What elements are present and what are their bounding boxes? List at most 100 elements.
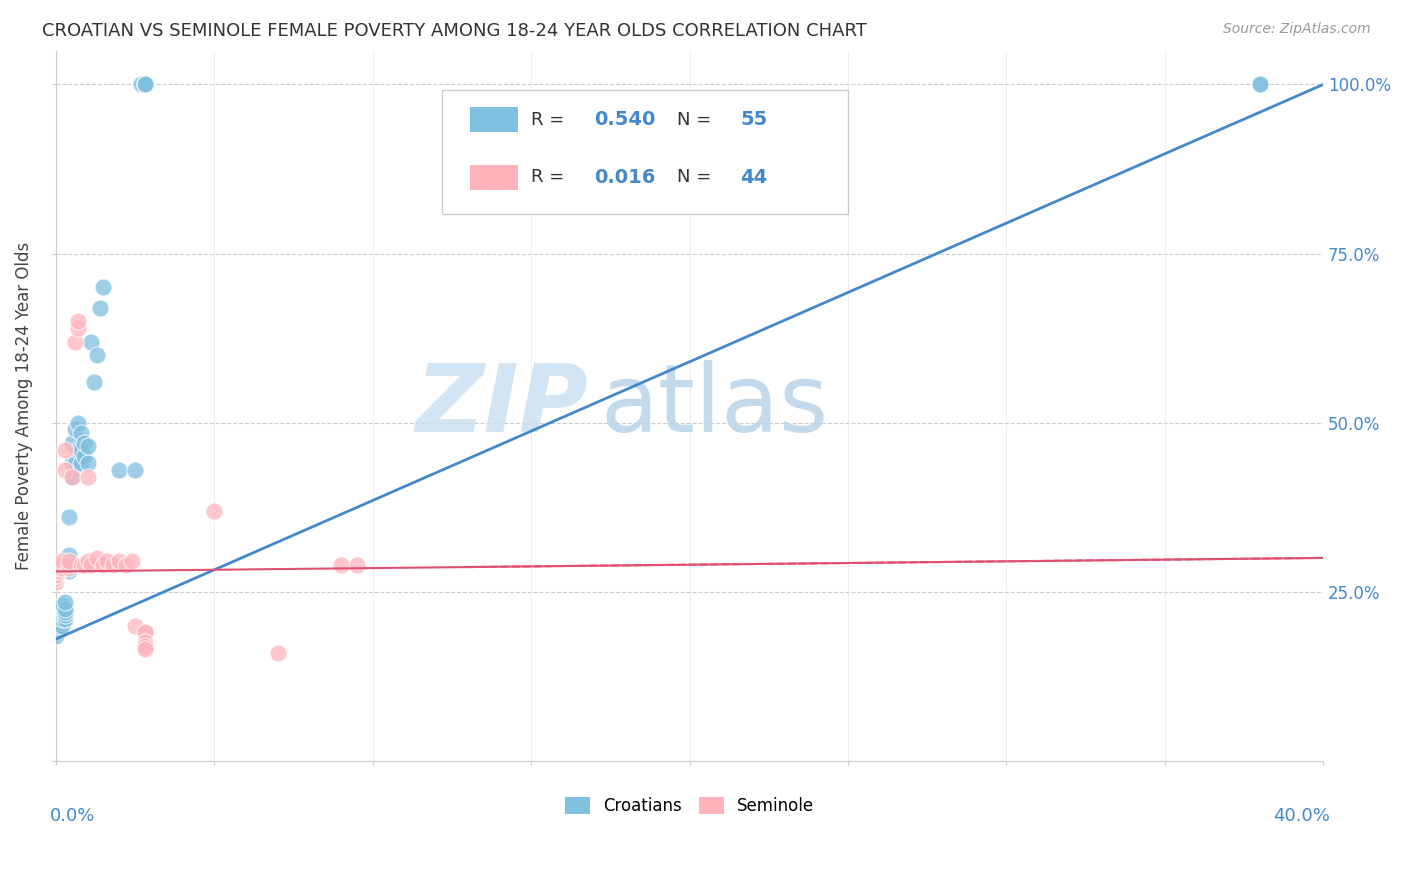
- Point: [76, 456, 98, 470]
- Point: [48, 558, 70, 572]
- Text: 55: 55: [740, 110, 768, 129]
- Point: [55, 605, 77, 619]
- Point: [48, 612, 70, 626]
- Text: R =: R =: [531, 111, 569, 128]
- FancyBboxPatch shape: [443, 90, 848, 214]
- Point: [86, 550, 108, 565]
- Point: [76, 554, 98, 568]
- Point: [67, 442, 90, 457]
- Point: [45, 622, 67, 636]
- Point: [134, 635, 156, 649]
- Point: [330, 558, 353, 572]
- Point: [51, 561, 73, 575]
- FancyBboxPatch shape: [470, 108, 519, 132]
- Point: [48, 608, 70, 623]
- Point: [55, 595, 77, 609]
- Point: [80, 558, 103, 572]
- Point: [131, 78, 153, 92]
- Point: [121, 554, 143, 568]
- Text: 0.0%: 0.0%: [49, 807, 96, 825]
- Point: [45, 615, 67, 630]
- Point: [60, 469, 83, 483]
- Point: [134, 78, 156, 92]
- Point: [70, 456, 93, 470]
- Point: [124, 618, 146, 632]
- Point: [51, 608, 73, 623]
- Point: [73, 450, 96, 464]
- Point: [48, 615, 70, 630]
- Point: [63, 334, 86, 349]
- Point: [63, 456, 86, 470]
- Point: [89, 301, 111, 315]
- Point: [45, 558, 67, 572]
- Point: [124, 463, 146, 477]
- Point: [55, 463, 77, 477]
- Point: [70, 442, 93, 457]
- Point: [58, 548, 80, 562]
- Legend: Croatians, Seminole: Croatians, Seminole: [557, 789, 823, 823]
- Point: [45, 567, 67, 582]
- Text: ZIP: ZIP: [415, 359, 588, 451]
- Point: [101, 558, 124, 572]
- Point: [83, 375, 105, 389]
- Point: [60, 469, 83, 483]
- Point: [134, 78, 156, 92]
- Point: [45, 571, 67, 585]
- Point: [76, 439, 98, 453]
- Point: [48, 561, 70, 575]
- Point: [45, 629, 67, 643]
- Point: [134, 639, 156, 653]
- Point: [96, 554, 118, 568]
- Point: [45, 608, 67, 623]
- Point: [134, 625, 156, 640]
- Point: [51, 599, 73, 613]
- Point: [55, 612, 77, 626]
- Text: 40.0%: 40.0%: [1272, 807, 1330, 825]
- Text: atlas: atlas: [600, 359, 830, 451]
- Point: [67, 314, 90, 328]
- Text: R =: R =: [531, 168, 569, 186]
- Point: [63, 422, 86, 436]
- Text: N =: N =: [676, 168, 717, 186]
- Point: [67, 321, 90, 335]
- Point: [58, 554, 80, 568]
- Point: [76, 469, 98, 483]
- Point: [80, 334, 103, 349]
- Text: CROATIAN VS SEMINOLE FEMALE POVERTY AMONG 18-24 YEAR OLDS CORRELATION CHART: CROATIAN VS SEMINOLE FEMALE POVERTY AMON…: [42, 22, 868, 40]
- Point: [58, 510, 80, 524]
- Point: [58, 565, 80, 579]
- Point: [93, 558, 115, 572]
- Point: [67, 416, 90, 430]
- Point: [51, 612, 73, 626]
- Point: [134, 78, 156, 92]
- Point: [134, 625, 156, 640]
- Point: [86, 348, 108, 362]
- Point: [48, 622, 70, 636]
- Text: 0.016: 0.016: [595, 168, 655, 186]
- Point: [108, 463, 131, 477]
- Point: [55, 601, 77, 615]
- Point: [45, 567, 67, 582]
- Point: [266, 646, 288, 660]
- Point: [55, 608, 77, 623]
- Point: [51, 554, 73, 568]
- Point: [48, 565, 70, 579]
- Point: [45, 561, 67, 575]
- Point: [202, 503, 225, 517]
- Point: [134, 78, 156, 92]
- Point: [48, 605, 70, 619]
- Point: [45, 612, 67, 626]
- FancyBboxPatch shape: [470, 165, 519, 190]
- Point: [73, 436, 96, 450]
- Text: 44: 44: [740, 168, 768, 186]
- Point: [70, 558, 93, 572]
- Text: 0.540: 0.540: [595, 110, 655, 129]
- Point: [51, 558, 73, 572]
- Point: [51, 618, 73, 632]
- Point: [134, 642, 156, 657]
- Point: [58, 561, 80, 575]
- Point: [60, 436, 83, 450]
- Point: [114, 558, 136, 572]
- Point: [45, 618, 67, 632]
- Point: [93, 280, 115, 294]
